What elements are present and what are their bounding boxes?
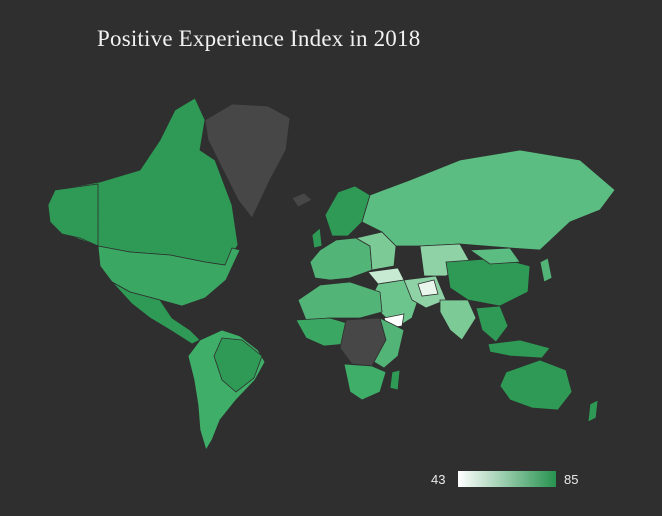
india bbox=[439, 299, 477, 341]
iceland bbox=[291, 192, 313, 208]
greenland bbox=[204, 103, 291, 219]
china bbox=[445, 257, 531, 307]
map-title: Positive Experience Index in 2018 bbox=[97, 26, 421, 51]
southern-africa bbox=[343, 363, 387, 401]
mongolia bbox=[468, 247, 521, 265]
brazil bbox=[213, 337, 263, 393]
east-africa bbox=[373, 317, 405, 369]
new-zealand bbox=[587, 399, 599, 423]
legend-min-label: 43 bbox=[431, 472, 446, 487]
russia bbox=[361, 149, 616, 251]
north-africa bbox=[297, 281, 383, 321]
indonesia bbox=[487, 339, 551, 359]
scandinavia bbox=[324, 185, 371, 237]
southeast-asia bbox=[475, 305, 509, 343]
uk bbox=[311, 227, 323, 249]
alaska bbox=[47, 183, 99, 247]
japan bbox=[539, 257, 553, 283]
afghanistan bbox=[417, 279, 439, 297]
australia bbox=[499, 359, 573, 411]
legend-gradient-bar bbox=[458, 471, 556, 487]
legend-max-label: 85 bbox=[564, 472, 579, 487]
madagascar bbox=[389, 369, 401, 391]
